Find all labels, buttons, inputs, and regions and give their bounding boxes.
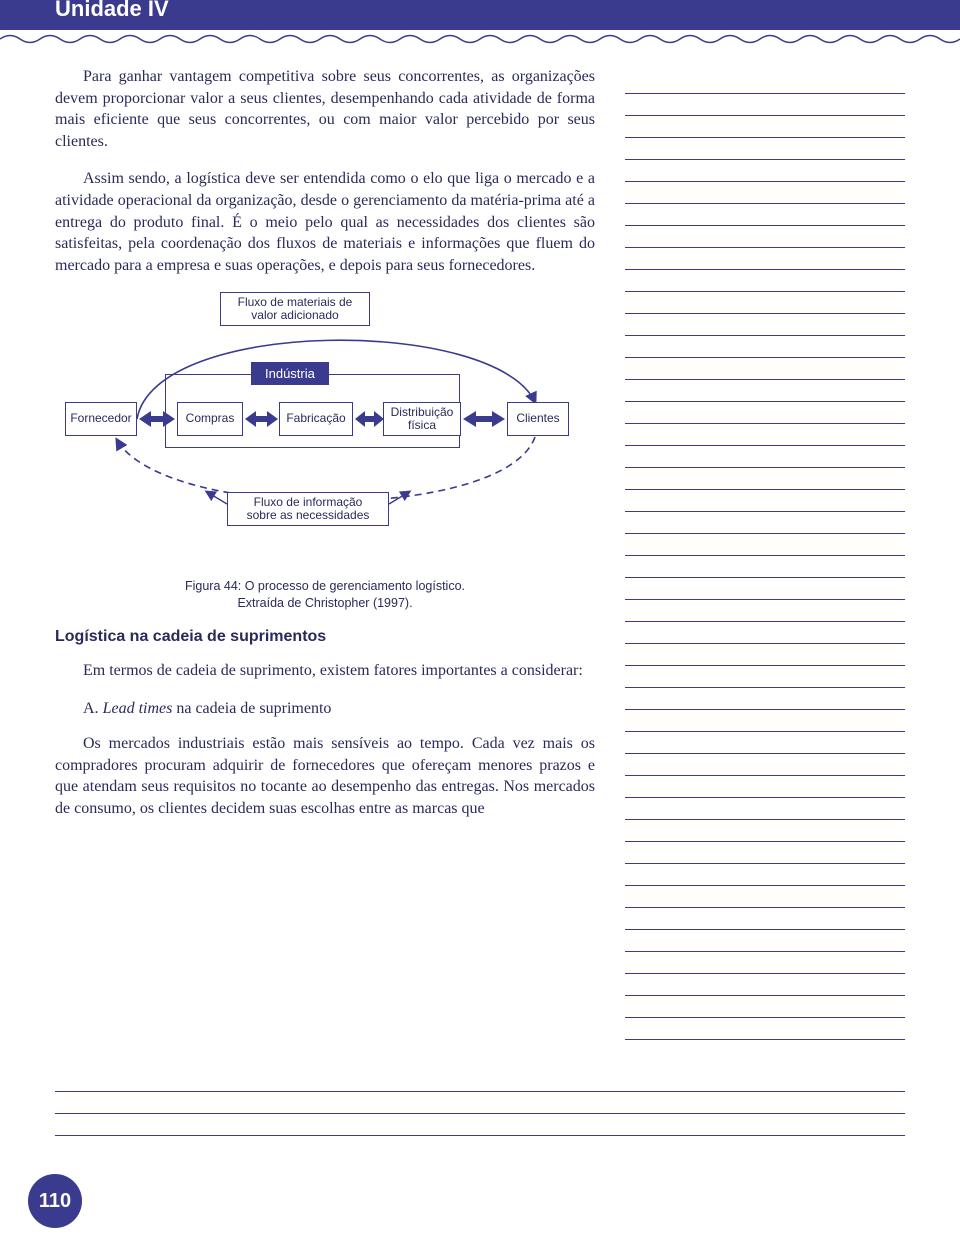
- ruled-line: [625, 666, 905, 688]
- page-number: 110: [28, 1174, 82, 1228]
- ruled-lines-column: [625, 66, 905, 1040]
- ruled-line: [625, 864, 905, 886]
- ruled-line: [625, 72, 905, 94]
- diagram-label-industria: Indústria: [251, 362, 329, 385]
- ruled-line: [625, 622, 905, 644]
- ruled-line: [625, 820, 905, 842]
- diagram-node-fabricacao: Fabricação: [279, 402, 353, 436]
- list-item-a: A. Lead times na cadeia de suprimento: [83, 698, 595, 720]
- ruled-line: [625, 534, 905, 556]
- list-a-rest: na cadeia de suprimento: [172, 700, 331, 717]
- ruled-line: [625, 578, 905, 600]
- content-column: Para ganhar vantagem competitiva sobre s…: [55, 66, 595, 1040]
- diagram-node-fornecedor: Fornecedor: [65, 402, 137, 436]
- ruled-line: [625, 754, 905, 776]
- ruled-line: [625, 182, 905, 204]
- ruled-line: [625, 600, 905, 622]
- ruled-line: [625, 248, 905, 270]
- paragraph-1: Para ganhar vantagem competitiva sobre s…: [55, 66, 595, 152]
- ruled-line: [625, 732, 905, 754]
- ruled-line: [625, 710, 905, 732]
- caption-line-1: Figura 44: O processo de gerenciamento l…: [185, 579, 465, 593]
- bottom-ruled-lines: [0, 1070, 960, 1156]
- ruled-line: [625, 336, 905, 358]
- ruled-line: [625, 952, 905, 974]
- page-number-wrap: 110: [28, 1174, 960, 1228]
- ruled-line: [625, 776, 905, 798]
- caption-line-2: Extraída de Christopher (1997).: [237, 596, 412, 610]
- ruled-line: [625, 380, 905, 402]
- paragraph-4: Os mercados industriais estão mais sensí…: [55, 733, 595, 819]
- ruled-line: [625, 358, 905, 380]
- ruled-line: [625, 974, 905, 996]
- diagram-node-distribuicao: Distribuição física: [383, 402, 461, 436]
- ruled-line: [55, 1114, 905, 1136]
- diagram-node-compras: Compras: [177, 402, 243, 436]
- ruled-line: [625, 798, 905, 820]
- ruled-line: [625, 204, 905, 226]
- ruled-line: [55, 1070, 905, 1092]
- diagram-label-materials-flow: Fluxo de materiais de valor adicionado: [220, 292, 370, 326]
- ruled-line: [625, 490, 905, 512]
- ruled-line: [625, 842, 905, 864]
- ruled-line: [55, 1092, 905, 1114]
- list-a-prefix: A.: [83, 700, 103, 717]
- ruled-line: [625, 644, 905, 666]
- ruled-line: [625, 94, 905, 116]
- diagram-caption: Figura 44: O processo de gerenciamento l…: [55, 578, 595, 612]
- ruled-line: [625, 512, 905, 534]
- page-body: Para ganhar vantagem competitiva sobre s…: [0, 48, 960, 1070]
- ruled-line: [625, 160, 905, 182]
- ruled-line: [625, 314, 905, 336]
- ruled-line: [625, 556, 905, 578]
- paragraph-3: Em termos de cadeia de suprimento, exist…: [55, 660, 595, 682]
- ruled-line: [625, 292, 905, 314]
- ruled-line: [625, 402, 905, 424]
- subheading-logistica: Logística na cadeia de suprimentos: [55, 628, 595, 646]
- ruled-line: [625, 688, 905, 710]
- ruled-line: [625, 996, 905, 1018]
- ruled-line: [625, 270, 905, 292]
- ruled-line: [625, 116, 905, 138]
- ruled-line: [625, 138, 905, 160]
- ruled-line: [625, 446, 905, 468]
- ruled-line: [625, 468, 905, 490]
- ruled-line: [625, 886, 905, 908]
- header-bar: Unidade IV: [0, 0, 960, 30]
- unit-title: Unidade IV: [55, 0, 169, 26]
- header-wave: [0, 30, 960, 48]
- ruled-line: [625, 424, 905, 446]
- paragraph-2: Assim sendo, a logística deve ser entend…: [55, 168, 595, 276]
- ruled-line: [625, 226, 905, 248]
- diagram-label-info-flow: Fluxo de informação sobre as necessidade…: [227, 492, 389, 526]
- ruled-line: [625, 908, 905, 930]
- ruled-line: [625, 930, 905, 952]
- list-a-italic: Lead times: [103, 700, 173, 717]
- logistics-diagram: Fluxo de materiais de valor adicionado I…: [55, 292, 595, 572]
- ruled-line: [625, 1018, 905, 1040]
- diagram-node-clientes: Clientes: [507, 402, 569, 436]
